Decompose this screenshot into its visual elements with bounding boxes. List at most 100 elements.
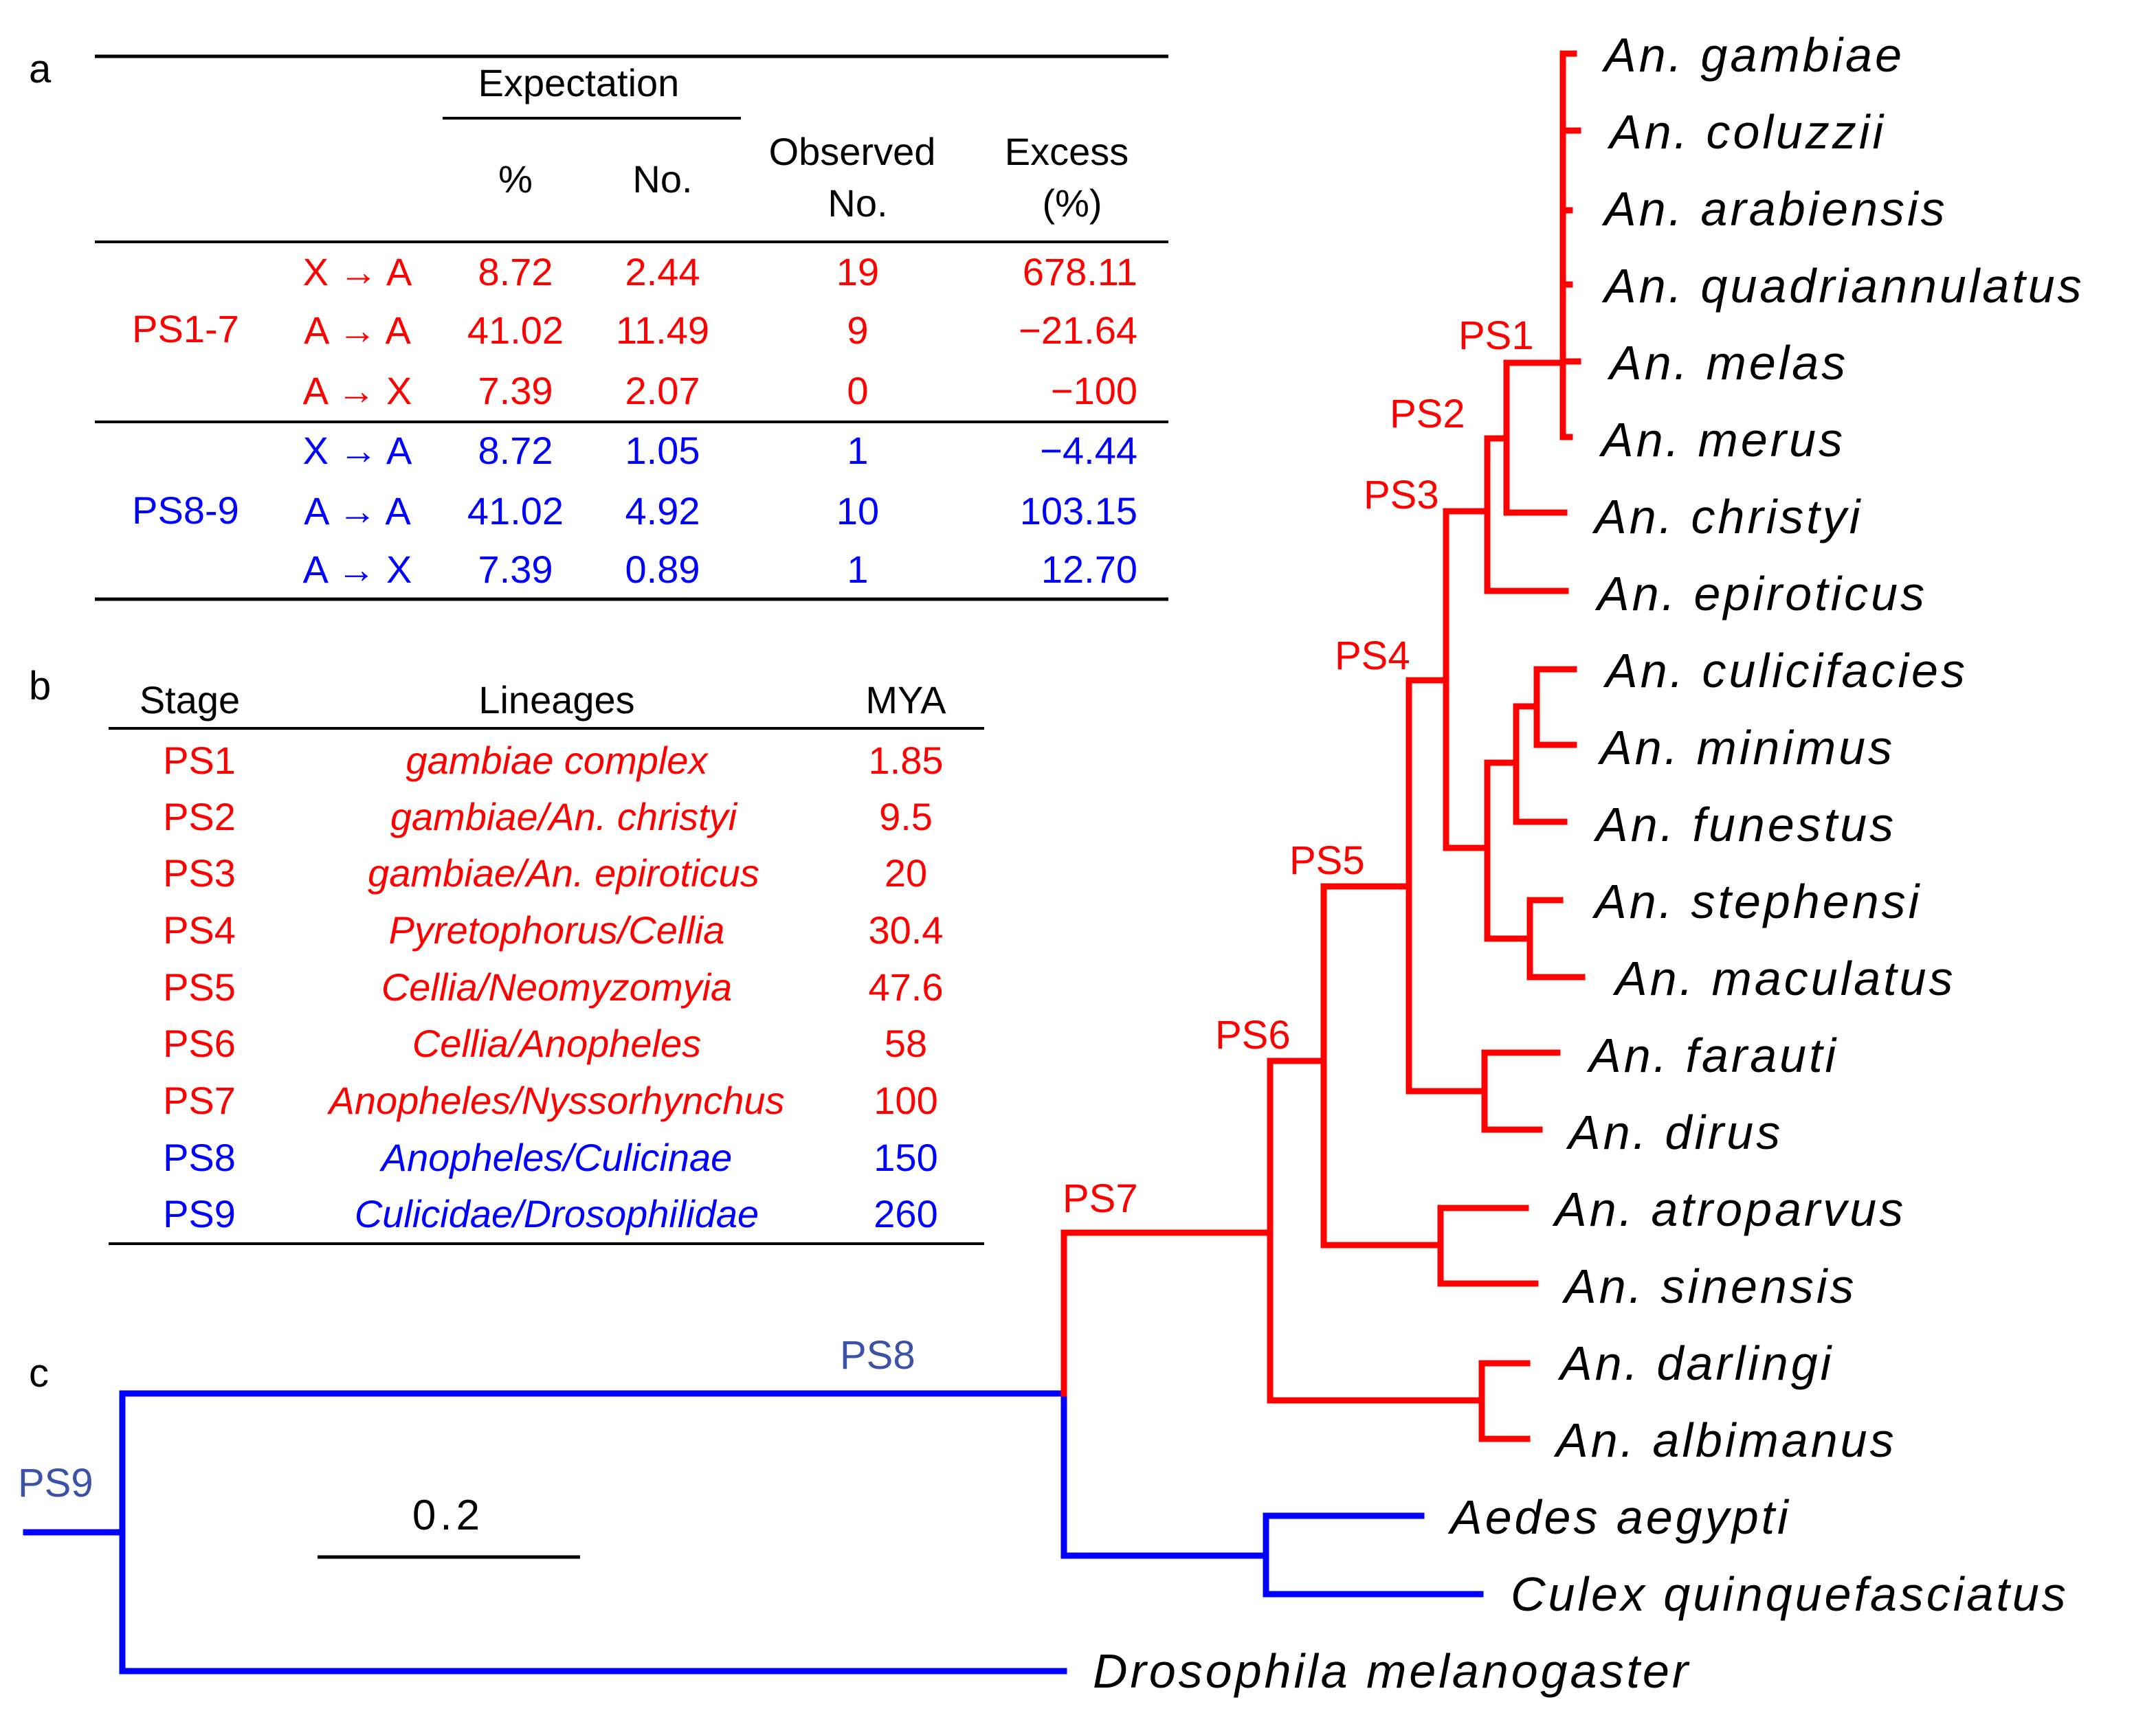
lineage-cell: Anopheles/Culicinae xyxy=(379,1136,733,1179)
lineage-cell: gambiae complex xyxy=(406,739,709,782)
no-cell: 11.49 xyxy=(616,309,709,352)
taxon-label: An. merus xyxy=(1599,413,1845,467)
taxon-label: An. arabiensis xyxy=(1601,182,1948,236)
table-b: Stage Lineages MYA PS1 gambiae complex 1… xyxy=(109,678,984,1245)
panel-label-b: b xyxy=(29,664,51,708)
taxon-label: Culex quinquefasciatus xyxy=(1511,1567,2069,1621)
mya-header: MYA xyxy=(865,678,946,721)
scale-bar-label: 0.2 xyxy=(412,1492,484,1539)
node-label-ps4: PS4 xyxy=(1335,634,1410,678)
taxon-labels: An. gambiae An. coluzzii An. arabiensis … xyxy=(1093,28,2085,1698)
move-cell: A → X xyxy=(303,369,412,412)
observed-cell: 0 xyxy=(847,369,868,412)
taxon-label: An. quadriannulatus xyxy=(1601,259,2085,313)
lineages-header: Lineages xyxy=(478,678,634,721)
excess-cell: −4.44 xyxy=(1040,429,1137,472)
excess-cell: 678.11 xyxy=(1023,250,1137,293)
pct-cell: 41.02 xyxy=(467,489,564,533)
taxon-label: An. dirus xyxy=(1566,1106,1783,1159)
node-label-ps9: PS9 xyxy=(18,1461,93,1505)
observed-header-line1: Observed xyxy=(769,130,936,173)
no-cell: 2.07 xyxy=(625,369,700,412)
taxon-label: An. darlingi xyxy=(1557,1336,1834,1390)
no-header: No. xyxy=(632,157,692,201)
node-label-ps7: PS7 xyxy=(1063,1176,1138,1221)
mya-cell: 260 xyxy=(874,1192,937,1235)
table-a: Expectation % No. Observed No. Excess (%… xyxy=(95,54,1168,601)
taxon-label: An. christyi xyxy=(1592,490,1863,544)
taxon-label: An. maculatus xyxy=(1612,952,1956,1005)
mya-cell: 100 xyxy=(874,1079,937,1122)
move-cell: X → A xyxy=(303,250,412,293)
group-label-ps1-7: PS1-7 xyxy=(132,307,239,350)
excess-header-line1: Excess xyxy=(1005,130,1129,173)
no-cell: 4.92 xyxy=(625,489,700,533)
node-label-ps8: PS8 xyxy=(840,1333,915,1378)
lineage-cell: gambiae/An. christyi xyxy=(390,795,738,838)
node-label-ps1: PS1 xyxy=(1458,313,1534,358)
observed-cell: 1 xyxy=(847,429,868,472)
lineage-cell: Pyretophorus/Cellia xyxy=(389,908,725,952)
excess-cell: 103.15 xyxy=(1020,489,1137,533)
node-label-ps5: PS5 xyxy=(1289,838,1365,883)
mya-cell: 1.85 xyxy=(869,739,944,782)
stage-cell: PS2 xyxy=(163,795,236,838)
move-cell: A → X xyxy=(303,548,412,591)
observed-cell: 10 xyxy=(836,489,879,533)
move-cell: A → A xyxy=(304,489,411,533)
no-cell: 0.89 xyxy=(625,548,700,591)
excess-cell: 12.70 xyxy=(1041,548,1137,591)
taxon-label: An. gambiae xyxy=(1601,28,1904,82)
expectation-header: Expectation xyxy=(478,61,680,104)
stage-cell: PS5 xyxy=(163,965,236,1009)
stage-cell: PS8 xyxy=(163,1136,236,1179)
lineage-cell: Culicidae/Drosophilidae xyxy=(355,1192,759,1235)
node-label-ps3: PS3 xyxy=(1364,473,1439,517)
mya-cell: 150 xyxy=(874,1136,937,1179)
mya-cell: 30.4 xyxy=(869,908,944,952)
taxon-label: An. albimanus xyxy=(1553,1413,1897,1467)
taxon-label: An. culicifacies xyxy=(1603,644,1968,697)
taxon-label: Aedes aegypti xyxy=(1447,1490,1791,1544)
panel-label-c: c xyxy=(29,1351,49,1396)
taxon-label: An. atroparvus xyxy=(1552,1183,1906,1236)
stage-cell: PS9 xyxy=(163,1192,236,1235)
mya-cell: 20 xyxy=(885,851,927,895)
stage-cell: PS6 xyxy=(163,1022,236,1065)
taxon-label: An. sinensis xyxy=(1562,1259,1856,1313)
no-cell: 1.05 xyxy=(625,429,700,472)
node-label-ps6: PS6 xyxy=(1215,1013,1291,1057)
no-cell: 2.44 xyxy=(625,250,700,293)
lineage-cell: Anopheles/Nyssorhynchus xyxy=(326,1079,784,1122)
lineage-cell: Cellia/Anopheles xyxy=(412,1022,701,1065)
mya-cell: 58 xyxy=(885,1022,927,1065)
pct-cell: 7.39 xyxy=(478,548,553,591)
observed-header-line2: No. xyxy=(827,181,887,225)
mya-cell: 47.6 xyxy=(869,965,944,1009)
group-label-ps8-9: PS8-9 xyxy=(132,489,239,532)
taxon-label: Drosophila melanogaster xyxy=(1093,1644,1691,1698)
pct-cell: 8.72 xyxy=(478,250,553,293)
observed-cell: 19 xyxy=(836,250,879,293)
excess-header-line2: (%) xyxy=(1042,181,1102,225)
taxon-label: An. stephensi xyxy=(1592,875,1922,928)
panel-label-a: a xyxy=(29,47,52,91)
taxon-label: An. minimus xyxy=(1597,721,1895,774)
stage-cell: PS3 xyxy=(163,851,236,895)
pct-header: % xyxy=(498,157,533,201)
taxon-label: An. farauti xyxy=(1586,1029,1838,1082)
pct-cell: 7.39 xyxy=(478,369,553,412)
stage-cell: PS7 xyxy=(163,1079,236,1122)
scale-bar: 0.2 xyxy=(318,1492,580,1559)
move-cell: X → A xyxy=(303,429,412,472)
tree-blue-branches xyxy=(23,1390,1484,1675)
taxon-label: An. epiroticus xyxy=(1594,567,1927,620)
observed-cell: 9 xyxy=(847,309,868,352)
pct-cell: 8.72 xyxy=(478,429,553,472)
tree-red-branches xyxy=(1060,50,1586,1442)
pct-cell: 41.02 xyxy=(467,309,564,352)
excess-cell: −21.64 xyxy=(1019,309,1137,352)
stage-cell: PS4 xyxy=(163,908,236,952)
taxon-label: An. coluzzii xyxy=(1607,105,1886,159)
